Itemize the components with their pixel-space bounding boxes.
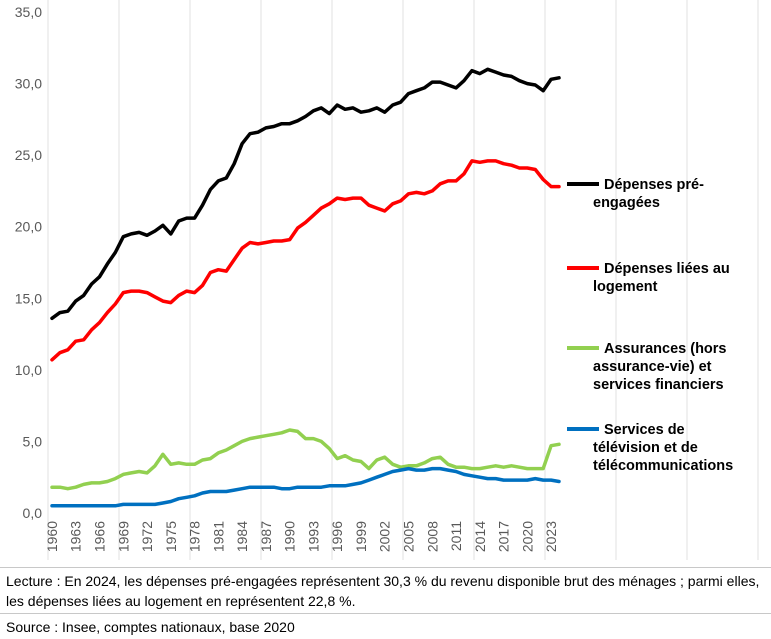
x-tick-label: 2020 <box>519 521 535 552</box>
legend-label: télévision et de <box>593 440 698 456</box>
y-axis-tick-labels: 0,0 5,0 10,0 15,0 20,0 25,0 30,0 35,0 <box>15 4 42 521</box>
legend-label: logement <box>593 279 658 295</box>
gridlines <box>47 0 759 560</box>
legend-label: services financiers <box>593 377 724 393</box>
series-lines <box>50 67 561 508</box>
x-tick-label: 2023 <box>543 521 559 552</box>
x-tick-label: 1990 <box>282 521 298 552</box>
line-chart: 0,05,010,015,020,025,030,035,0 1960 1963 1… <box>15 0 759 560</box>
x-tick-label: 2017 <box>496 521 512 552</box>
legend-entry-1: Dépenses liées au logement <box>567 261 730 295</box>
x-tick-label: 1969 <box>115 521 131 552</box>
x-tick-label: 1972 <box>139 521 155 552</box>
x-tick-label: 2008 <box>424 521 440 552</box>
x-tick-label: 2011 <box>448 521 464 551</box>
x-tick-label: 1966 <box>92 521 108 552</box>
source-note: Source : Insee, comptes nationaux, base … <box>0 613 771 639</box>
y-tick-label: 10,0 <box>15 362 42 378</box>
legend-label: télécommunications <box>593 458 733 474</box>
x-tick-label: 2002 <box>377 521 393 552</box>
x-axis-tick-labels: 1960 1963 1966 1969 1972 1975 1978 1981 1984 1987… <box>44 521 559 552</box>
legend-label: engagées <box>593 195 660 211</box>
y-tick-label: 25,0 <box>15 147 42 163</box>
legend-label: assurance-vie) et <box>593 359 712 375</box>
y-tick-label: 5,0 <box>23 433 43 449</box>
series-line-2 <box>50 428 561 491</box>
y-tick-label: 15,0 <box>15 290 42 306</box>
y-tick-label: 20,0 <box>15 219 42 235</box>
x-tick-label: 1996 <box>329 521 345 552</box>
legend-label: Assurances (hors <box>604 341 727 357</box>
legend-entry-3: Services de télévision et de télécommunica… <box>567 422 733 474</box>
x-tick-label: 1993 <box>305 521 321 552</box>
y-tick-label: 35,0 <box>15 4 42 20</box>
legend-entry-0: Dépenses pré-engagées <box>567 177 704 211</box>
y-tick-label: 30,0 <box>15 76 42 92</box>
x-tick-label: 1981 <box>210 521 226 552</box>
x-tick-label: 1999 <box>353 521 369 552</box>
legend-entry-2: Assurances (hors assurance-vie) et service… <box>567 341 727 393</box>
reading-note: Lecture : En 2024, les dépenses pré-enga… <box>0 567 771 613</box>
x-tick-label: 1975 <box>163 521 179 552</box>
x-tick-label: 1984 <box>234 521 250 552</box>
series-line-0 <box>50 67 561 321</box>
legend-label: Dépenses pré- <box>604 177 704 193</box>
legend-label: Dépenses liées au <box>604 261 730 277</box>
x-tick-label: 1978 <box>187 521 203 552</box>
x-tick-label: 2005 <box>401 521 417 552</box>
y-tick-label: 0,0 <box>23 505 43 521</box>
series-line-3 <box>50 466 561 508</box>
series-line-1 <box>50 159 561 362</box>
legend-label: Services de <box>604 422 685 438</box>
x-tick-label: 1987 <box>258 521 274 552</box>
x-tick-label: 1963 <box>68 521 84 552</box>
x-tick-label: 1960 <box>44 521 60 552</box>
legend: Dépenses pré-engagées Dépenses liées au lo… <box>567 177 733 474</box>
x-tick-label: 2014 <box>472 521 488 552</box>
